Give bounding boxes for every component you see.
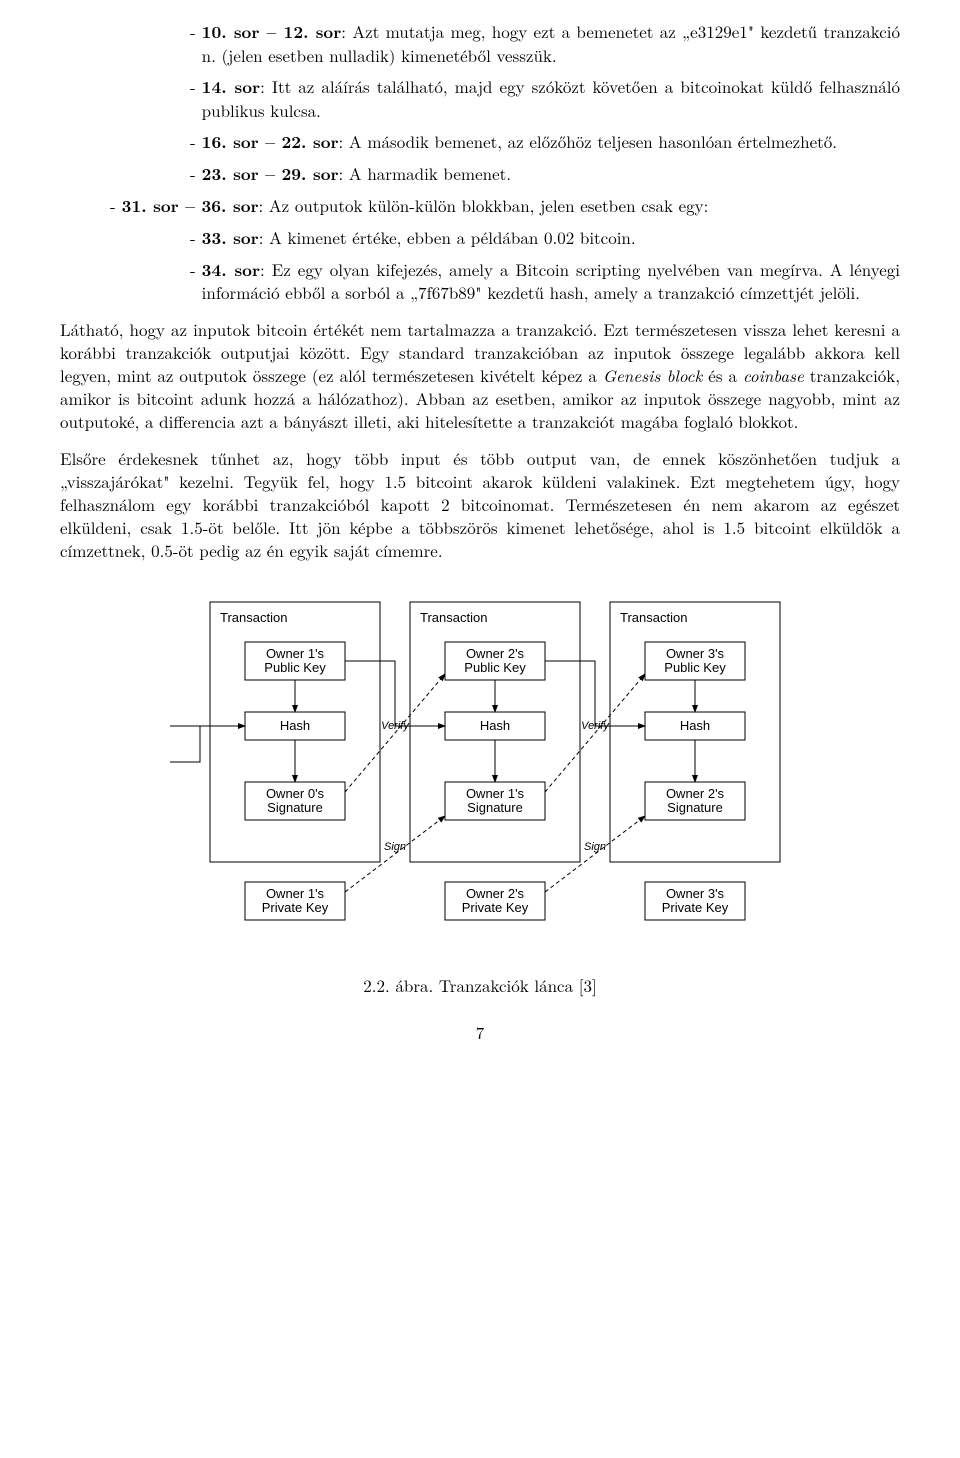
list-item-lead: 33. sor [202,226,259,250]
list-item-body: 33. sor: A kimenet értéke, ebben a példá… [202,226,900,250]
svg-text:Owner 2'sPublic Key: Owner 2'sPublic Key [464,646,526,675]
list-item: - 31. sor – 36. sor: Az outputok külön-k… [110,194,900,218]
list-item-lead: 31. sor – 36. sor [122,194,259,218]
list-item-body: 34. sor: Ez egy olyan kifejezés, amely a… [202,258,900,305]
svg-text:Owner 0'sSignature: Owner 0'sSignature [266,786,325,815]
svg-text:Hash: Hash [480,718,510,733]
list-item: - 23. sor – 29. sor: A harmadik bemenet. [190,162,900,186]
list-item-body: 23. sor – 29. sor: A harmadik bemenet. [202,162,900,186]
paragraph-2: Elsőre érdekesnek tűnhet az, hogy több i… [60,447,900,562]
page-number: 7 [60,1021,900,1044]
list-item-text: : A kimenet értéke, ebben a példában 0.0… [259,225,636,249]
figure-caption: 2.2. ábra. Tranzakciók lánca [3] [60,974,900,997]
dash-icon: - [190,130,196,154]
svg-text:Hash: Hash [680,718,710,733]
list-item-body: 16. sor – 22. sor: A második bemenet, az… [202,130,900,154]
list-level-1a: - 10. sor – 12. sor: Azt mutatja meg, ho… [110,20,900,186]
svg-text:Owner 1'sPublic Key: Owner 1'sPublic Key [264,646,326,675]
list-item-body: 31. sor – 36. sor: Az outputok külön-kül… [122,194,900,218]
list-item-text: : A második bemenet, az előzőhöz teljese… [339,129,837,153]
list-item-body: 14. sor: Itt az aláírás található, majd … [202,75,900,122]
list-item-text: : Ez egy olyan kifejezés, amely a Bitcoi… [202,257,900,305]
transaction-chain-diagram: Transaction Owner 1'sPublic Key Hash Owner … [60,592,900,952]
text-italic: Genesis block [603,363,703,387]
text-italic: coinbase [743,363,804,387]
paragraph-1: Látható, hogy az inputok bitcoin értékét… [60,318,900,433]
svg-text:Transaction: Transaction [620,610,687,625]
svg-text:Owner 2'sPrivate Key: Owner 2'sPrivate Key [462,886,529,915]
dash-icon: - [190,20,196,67]
list-item-lead: 14. sor [202,75,260,99]
list-item-text: : A harmadik bemenet. [339,161,511,185]
svg-text:Owner 2'sSignature: Owner 2'sSignature [666,786,725,815]
svg-text:Owner 1'sSignature: Owner 1'sSignature [466,786,525,815]
list-item: - 33. sor: A kimenet értéke, ebben a pél… [190,226,900,250]
text: és a [702,363,743,387]
page: - 10. sor – 12. sor: Azt mutatja meg, ho… [0,0,960,1458]
svg-text:Sign: Sign [384,841,406,853]
dash-icon: - [190,226,196,250]
list-item: - 16. sor – 22. sor: A második bemenet, … [190,130,900,154]
svg-text:Sign: Sign [584,841,606,853]
svg-text:Owner 1'sPrivate Key: Owner 1'sPrivate Key [262,886,329,915]
dash-icon: - [190,162,196,186]
list-item-lead: 23. sor – 29. sor [202,162,339,186]
list-item-lead: 34. sor [202,258,260,282]
list-item-lead: 16. sor – 22. sor [202,130,339,154]
list-item-body: 10. sor – 12. sor: Azt mutatja meg, hogy… [202,20,900,67]
dash-icon: - [190,75,196,122]
svg-text:Transaction: Transaction [220,610,287,625]
dash-icon: - [110,194,116,218]
diagram-svg: Transaction Owner 1'sPublic Key Hash Owner … [160,592,800,952]
list-item: - 34. sor: Ez egy olyan kifejezés, amely… [190,258,900,305]
list-item-text: : Itt az aláírás található, majd egy szó… [202,74,900,122]
list-item: - 10. sor – 12. sor: Azt mutatja meg, ho… [190,20,900,67]
list-level-2: - 33. sor: A kimenet értéke, ebben a pél… [110,226,900,305]
svg-text:Owner 3'sPublic Key: Owner 3'sPublic Key [664,646,726,675]
dash-icon: - [190,258,196,305]
svg-text:Verify: Verify [381,720,410,732]
svg-text:Verify: Verify [581,720,610,732]
svg-text:Transaction: Transaction [420,610,487,625]
svg-text:Hash: Hash [280,718,310,733]
list-item-text: : Az outputok külön-külön blokkban, jele… [259,193,709,217]
svg-text:Owner 3'sPrivate Key: Owner 3'sPrivate Key [662,886,729,915]
list-item-lead: 10. sor – 12. sor [202,20,342,44]
list-item: - 14. sor: Itt az aláírás található, maj… [190,75,900,122]
